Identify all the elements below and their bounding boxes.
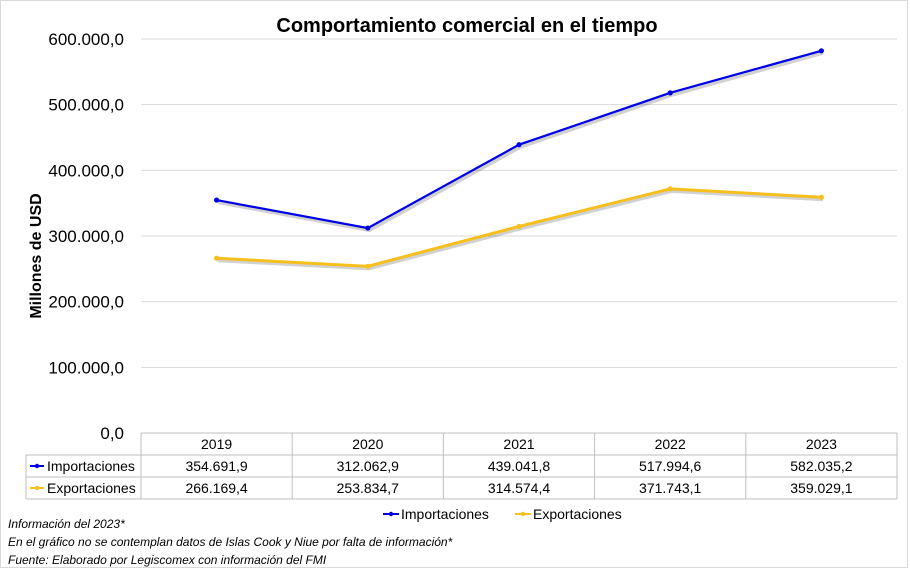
data-point xyxy=(818,194,825,200)
y-axis-ticks: 0,0 100.000,0 200.000,0 300.000,0 400.000,0 5… xyxy=(48,30,124,443)
data-point xyxy=(214,255,220,261)
x-category-label: 2021 xyxy=(503,436,534,452)
legend-key-marker xyxy=(520,511,526,517)
data-label: 253.834,7 xyxy=(337,480,399,496)
y-tick-label: 400.000,0 xyxy=(48,161,124,180)
note-line-3: Fuente: Elaborado por Legiscomex con inf… xyxy=(8,553,327,567)
series-lines xyxy=(214,48,825,271)
data-point xyxy=(516,223,522,230)
legend-entry: Exportaciones xyxy=(533,506,622,522)
data-point xyxy=(365,263,371,269)
y-tick-label: 0,0 xyxy=(100,424,124,443)
legend: Importaciones Exportaciones xyxy=(383,506,622,522)
data-point xyxy=(516,142,522,148)
y-axis-label: Millones de USD xyxy=(28,193,45,318)
data-point xyxy=(667,186,673,192)
table-series-name: Importaciones xyxy=(47,458,135,474)
x-category-label: 2023 xyxy=(806,436,837,452)
data-label: 354.691,9 xyxy=(185,458,247,474)
table-legend-key-marker xyxy=(34,463,40,469)
data-point xyxy=(667,90,673,96)
y-tick-label: 200.000,0 xyxy=(48,293,124,312)
data-point xyxy=(214,197,220,203)
gridlines xyxy=(141,38,897,368)
legend-key-marker xyxy=(388,511,394,517)
data-point xyxy=(365,225,371,231)
table-series-name: Exportaciones xyxy=(47,480,136,496)
data-label: 312.062,9 xyxy=(337,458,399,474)
x-category-label: 2020 xyxy=(352,436,383,452)
y-tick-label: 600.000,0 xyxy=(48,30,124,49)
chart-title: Comportamiento comercial en el tiempo xyxy=(276,15,657,37)
data-point xyxy=(818,48,825,54)
data-label: 439.041,8 xyxy=(488,458,550,474)
x-category-label: 2019 xyxy=(201,436,232,452)
y-tick-label: 100.000,0 xyxy=(48,358,124,377)
table-legend-key-marker xyxy=(34,485,40,491)
data-label: 582.035,2 xyxy=(790,458,852,474)
data-label: 314.574,4 xyxy=(488,480,550,496)
x-category-label: 2022 xyxy=(655,436,686,452)
y-tick-label: 500.000,0 xyxy=(48,96,124,115)
data-label: 359.029,1 xyxy=(790,480,852,496)
data-label: 517.994,6 xyxy=(639,458,701,474)
series-line-shadow xyxy=(217,188,824,271)
legend-entry: Importaciones xyxy=(401,506,489,522)
note-line-2: En el gráfico no se contemplan datos de … xyxy=(8,535,453,549)
data-table: 2019 2020 2021 2022 2023 Importaciones 354.691… xyxy=(25,432,898,500)
notes: Información del 2023* En el gráfico no s… xyxy=(8,517,453,567)
series-line-shadow xyxy=(217,50,824,233)
note-line-1: Información del 2023* xyxy=(8,517,125,531)
y-tick-label: 300.000,0 xyxy=(48,227,124,246)
data-label: 266.169,4 xyxy=(185,480,247,496)
data-label: 371.743,1 xyxy=(639,480,701,496)
